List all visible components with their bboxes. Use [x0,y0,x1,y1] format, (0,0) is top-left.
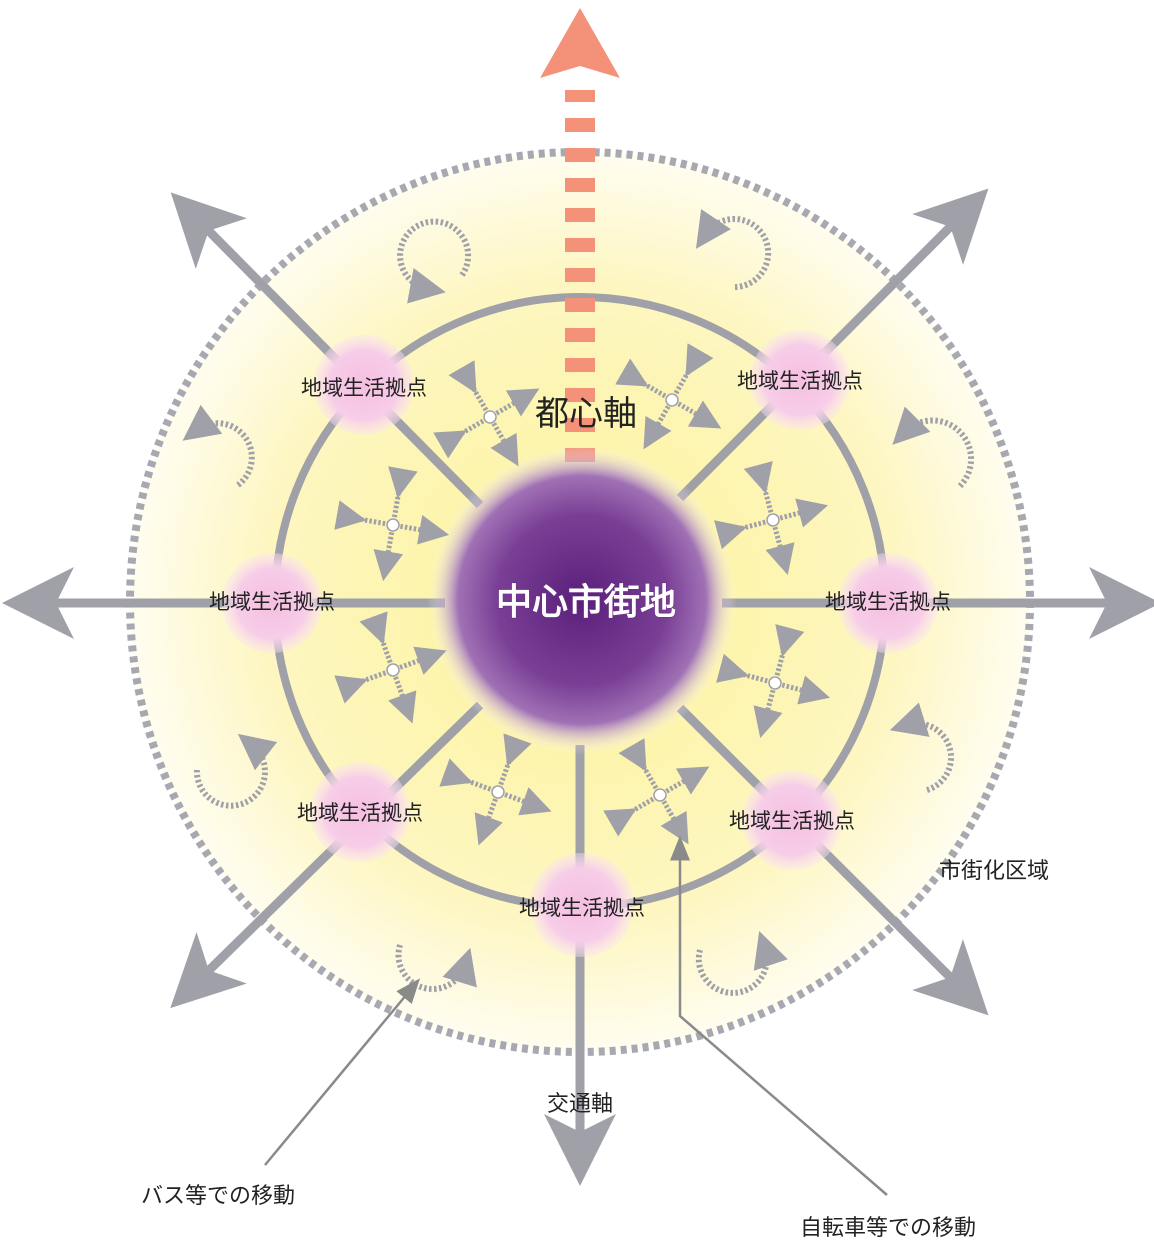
circular-arrow-icon [397,218,472,304]
circular-arrow-icon [395,944,477,992]
bus-movement-label: バス等での移動 [141,1184,295,1209]
node-sw [310,762,410,862]
regional-nodes [222,330,938,957]
cross-arrow-icon [714,461,829,576]
node-label-se: 地域生活拠点 [729,809,855,833]
circular-arrow-icons [182,209,975,996]
node-label-w: 地域生活拠点 [209,590,335,614]
node-s [530,853,634,957]
node-label-e: 地域生活拠点 [825,590,951,614]
node-ne [750,330,850,430]
urban-axis-arrow [540,8,620,462]
node-label-s: 地域生活拠点 [519,896,645,920]
node-w [222,553,322,653]
circular-arrow-icon [892,406,975,489]
bicycle-leader-line [670,835,888,1196]
node-label-ne: 地域生活拠点 [737,369,863,393]
urban-axis-label: 都心軸 [535,394,637,434]
circular-arrow-icon [695,209,772,290]
urbanization-area-label: 市街化区域 [939,859,1049,884]
transport-axis-label: 交通軸 [547,1092,613,1117]
node-label-sw: 地域生活拠点 [297,801,423,825]
bicycle-movement-label: 自転車等での移動 [800,1216,976,1241]
node-nw [314,335,414,435]
circular-arrow-icon [889,702,954,793]
center-district-label: 中心市街地 [496,582,676,623]
node-e [838,553,938,653]
center-district [427,445,737,755]
cross-arrow-icon [716,624,831,739]
node-se [742,770,842,870]
node-label-nw: 地域生活拠点 [301,376,427,400]
circular-arrow-icon [193,733,278,809]
bus-leader-line [264,978,420,1166]
leader-lines [264,835,888,1196]
